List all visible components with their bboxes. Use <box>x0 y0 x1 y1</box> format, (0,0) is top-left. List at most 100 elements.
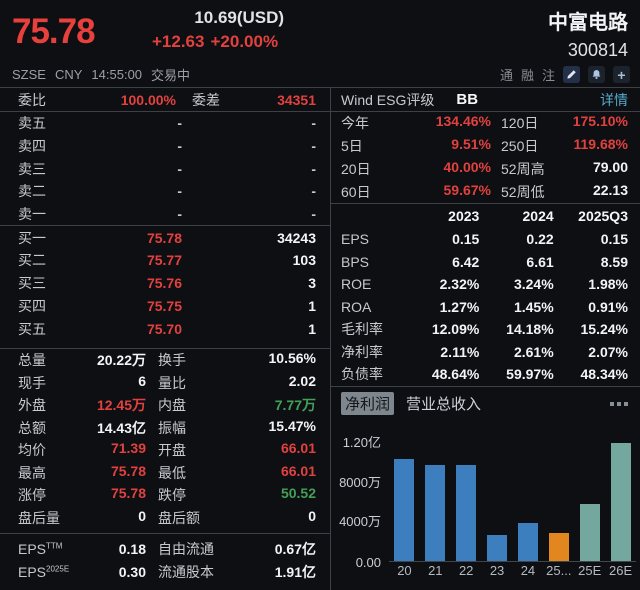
perf-label: 今年 <box>341 115 369 132</box>
x-tick-label: 25E <box>578 562 602 578</box>
quote-header: 75.78 10.69(USD) +12.63 +20.00% 中富电路 3008… <box>0 0 640 62</box>
fin-cell: 1.98% <box>588 276 628 293</box>
chart-bar <box>610 442 631 561</box>
status-bar: SZSE CNY 14:55:00 交易中 通 融 注 + <box>0 62 640 88</box>
stat-pair: 盘后量 0 <box>18 508 146 528</box>
fin-row: EPS 0.15 0.22 0.15 <box>331 228 640 251</box>
stat-value: 71.39 <box>110 440 146 457</box>
stat-pair: 流通股本 1.91亿 <box>158 562 316 582</box>
stat-label: 开盘 <box>158 442 186 459</box>
stat-value: 0 <box>308 507 316 524</box>
x-tick-label: 25... <box>546 562 572 578</box>
tab-total-revenue[interactable]: 营业总收入 <box>406 396 482 414</box>
performance-row: 今年 134.46% 120日 175.10% <box>331 112 640 135</box>
fin-metric-label: EPS <box>341 231 370 248</box>
performance-section: 今年 134.46% 120日 175.10% 5日 9.51% 250日 119.68% 20… <box>331 112 640 203</box>
x-tick-label: 24 <box>520 562 536 578</box>
level-qty: - <box>311 183 316 200</box>
usd-price: 10.69(USD) <box>194 8 285 27</box>
stat-pair: 总额 14.43亿 <box>18 418 146 438</box>
perf-value: 40.00% <box>443 158 491 175</box>
exchange-label: SZSE <box>12 67 46 82</box>
bar-chart: 1.20亿 8000万 4000万 0.00 <box>331 424 640 570</box>
perf-label: 52周低 <box>501 183 545 200</box>
esg-detail-link[interactable]: 详情 <box>600 91 628 108</box>
fin-metric-label: 毛利率 <box>341 321 383 338</box>
add-plus-icon[interactable]: + <box>613 66 630 83</box>
stat-label: 流通股本 <box>158 564 214 581</box>
level-price: - <box>177 183 182 200</box>
stat-label: 最高 <box>18 464 46 481</box>
level-qty: - <box>311 138 316 155</box>
stat-label: 量比 <box>158 374 186 391</box>
divider <box>331 385 640 387</box>
stat-pair: 最高 75.78 <box>18 463 146 483</box>
esg-row: Wind ESG评级 BB 详情 <box>331 88 640 112</box>
stat-pair: 内盘 7.77万 <box>158 395 316 415</box>
performance-row: 5日 9.51% 250日 119.68% <box>331 135 640 158</box>
level-qty: - <box>311 160 316 177</box>
weibi-label: 委比 <box>18 91 46 108</box>
level-price: 75.70 <box>146 320 182 337</box>
bar-slot <box>451 424 482 561</box>
fin-cell: 6.42 <box>452 253 480 270</box>
more-options-icon[interactable] <box>610 401 628 406</box>
stat-label: 内盘 <box>158 397 186 414</box>
chart-plot-area <box>389 424 636 562</box>
bar-slot <box>482 424 513 561</box>
fin-cell: 14.18% <box>506 321 554 338</box>
weicha-value: 34351 <box>277 91 316 108</box>
fin-cell: 1.45% <box>513 298 554 315</box>
buy-levels: 买一 75.78 34243 买二 75.77 103 买三 75.76 3 买四 75.75 1 买五… <box>0 226 330 339</box>
stat-pair: 量比 2.02 <box>158 373 316 393</box>
stat-pair: 盘后额 0 <box>158 508 316 528</box>
x-tick-label: 21 <box>428 562 443 578</box>
stat-value: 75.78 <box>110 485 146 502</box>
badge-margin[interactable]: 融 <box>520 68 534 83</box>
stock-name: 中富电路 <box>548 12 628 34</box>
bar-slot <box>605 424 636 561</box>
badge-registered[interactable]: 注 <box>541 68 555 83</box>
sell-levels: 卖五 - - 卖四 - - 卖三 - - 卖二 - - 卖一 - - <box>0 112 330 225</box>
eps-value: 0.18 <box>118 540 146 557</box>
price-change-line: +12.63 +20.00% <box>152 32 284 52</box>
level-qty: 34243 <box>277 229 316 246</box>
perf-value: 59.67% <box>443 181 491 198</box>
fin-row: 净利率 2.11% 2.61% 2.07% <box>331 341 640 364</box>
fin-cell: 2.61% <box>513 343 554 360</box>
level-label: 卖一 <box>18 206 46 223</box>
level-label: 买三 <box>18 275 46 292</box>
edit-pencil-icon[interactable] <box>563 66 580 83</box>
stats-row: 涨停 75.78 跌停 50.52 <box>0 484 330 507</box>
market-status-group: SZSE CNY 14:55:00 交易中 <box>12 65 190 84</box>
fin-metric-label: 负债率 <box>341 366 383 383</box>
chart-bar <box>579 503 600 561</box>
stat-pair: 振幅 15.47% <box>158 418 316 438</box>
perf-pair: 250日 119.68% <box>501 136 628 156</box>
stat-value: 66.01 <box>280 440 316 457</box>
level-label: 卖五 <box>18 115 46 132</box>
fin-row: 负债率 48.64% 59.97% 48.34% <box>331 363 640 386</box>
stat-value: 10.56% <box>268 350 316 367</box>
stat-label: 均价 <box>18 442 46 459</box>
tab-net-profit[interactable]: 净利润 <box>341 392 395 416</box>
stats-row: 最高 75.78 最低 66.01 <box>0 461 330 484</box>
performance-row: 20日 40.00% 52周高 79.00 <box>331 158 640 181</box>
perf-label: 20日 <box>341 160 371 177</box>
fin-metric-label: 净利率 <box>341 343 383 360</box>
stat-value: 0 <box>138 507 146 524</box>
stat-pair: 最低 66.01 <box>158 463 316 483</box>
eps-value: 0.30 <box>118 564 146 581</box>
level-qty: 103 <box>292 252 316 269</box>
badge-connect[interactable]: 通 <box>499 68 513 83</box>
stat-label: 盘后额 <box>158 509 200 526</box>
stat-label: 最低 <box>158 464 186 481</box>
fin-header-row: 2023 2024 2025Q3 <box>331 204 640 228</box>
alert-bell-icon[interactable] <box>588 66 605 83</box>
commission-ratio-row: 委比 100.00% 委差 34351 <box>0 88 330 112</box>
stat-label: 振幅 <box>158 419 186 436</box>
level-price: - <box>177 138 182 155</box>
fin-col-header: 2024 <box>522 208 554 225</box>
fin-row: BPS 6.42 6.61 8.59 <box>331 251 640 274</box>
